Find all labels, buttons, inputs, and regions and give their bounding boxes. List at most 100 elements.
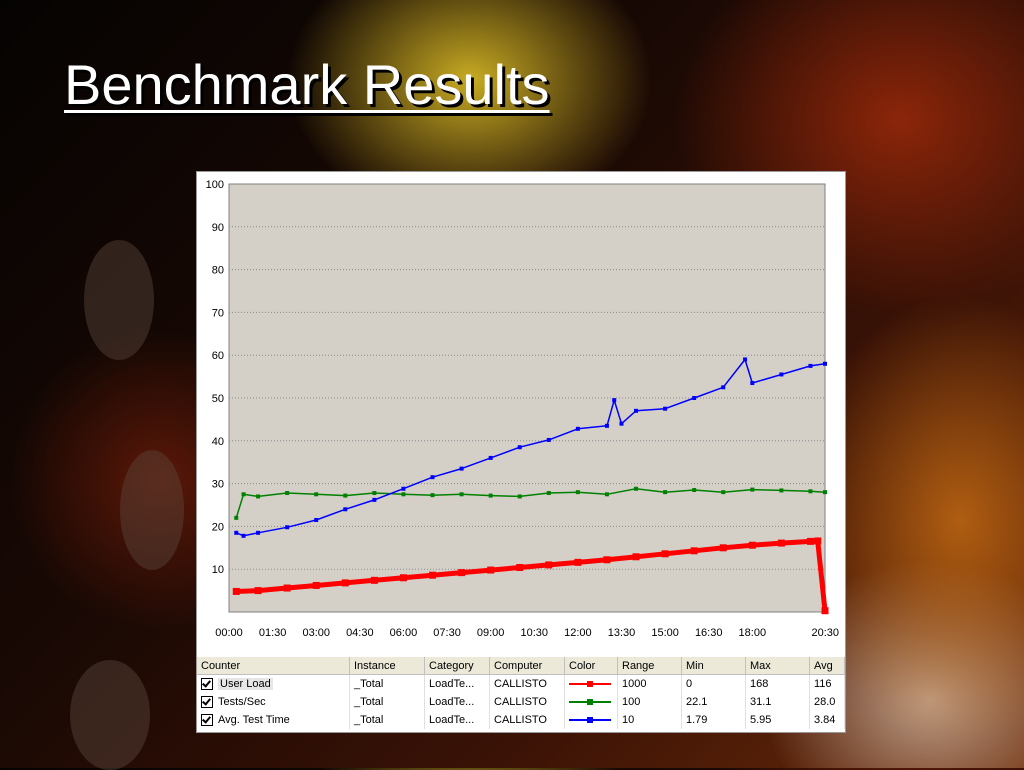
data-point [575, 490, 580, 495]
data-point [814, 537, 822, 545]
series-line [236, 358, 826, 537]
col-header-counter[interactable]: Counter [197, 657, 350, 675]
data-point [692, 396, 697, 400]
y-tick-label: 10 [212, 564, 224, 576]
data-point [634, 408, 639, 413]
col-header-avg[interactable]: Avg [809, 657, 845, 675]
counter-name: Avg. Test Time [218, 713, 290, 726]
data-point [232, 587, 240, 595]
data-point [619, 421, 624, 426]
data-point [285, 525, 290, 530]
data-point [808, 363, 813, 368]
color-swatch [569, 698, 611, 706]
data-point [574, 558, 582, 566]
data-point [488, 455, 493, 460]
line-chart: 10 20 30 40 50 60 70 80 90 100 00:00 01:30 03:00 04:… [206, 179, 839, 639]
y-tick-label: 100 [206, 179, 224, 191]
col-header-max[interactable]: Max [745, 657, 810, 675]
col-header-range[interactable]: Range [617, 657, 682, 675]
data-point [401, 486, 406, 491]
counter-cell: User Load [197, 674, 350, 693]
data-point [777, 539, 785, 547]
color-cell [564, 674, 618, 693]
max-cell: 31.1 [745, 693, 810, 711]
y-tick-label: 20 [212, 521, 224, 533]
color-swatch [569, 680, 611, 688]
range-cell: 100 [617, 693, 682, 711]
data-point [743, 357, 748, 362]
data-point [283, 584, 291, 592]
data-point [312, 581, 320, 589]
y-tick-label: 50 [212, 393, 224, 405]
checkbox[interactable] [201, 696, 213, 709]
data-point [604, 423, 609, 428]
table-row[interactable]: User Load _Total LoadTe... CALLISTO 1000… [197, 674, 845, 693]
background-shape [84, 240, 154, 360]
col-header-computer[interactable]: Computer [489, 657, 565, 675]
data-point [241, 533, 246, 538]
color-cell [564, 711, 618, 729]
computer-cell: CALLISTO [489, 693, 565, 711]
data-point [341, 579, 349, 587]
instance-cell: _Total [349, 674, 425, 693]
y-tick-label: 30 [212, 479, 224, 491]
y-tick-label: 80 [212, 265, 224, 277]
col-header-min[interactable]: Min [681, 657, 746, 675]
table-row[interactable]: Avg. Test Time _Total LoadTe... CALLISTO… [197, 711, 845, 729]
data-point [821, 607, 829, 615]
max-cell: 5.95 [745, 711, 810, 729]
data-point [314, 492, 319, 497]
data-point [604, 492, 609, 497]
y-tick-label: 70 [212, 307, 224, 319]
avg-cell: 3.84 [809, 711, 845, 729]
x-tick-label: 09:00 [477, 627, 505, 639]
color-swatch [569, 716, 611, 724]
background-shape [120, 450, 184, 570]
data-point [429, 571, 437, 579]
category-cell: LoadTe... [424, 693, 490, 711]
data-point [399, 574, 407, 582]
data-point [254, 587, 262, 595]
data-point [459, 492, 464, 497]
checkbox[interactable] [201, 714, 213, 727]
data-point [575, 426, 580, 431]
computer-cell: CALLISTO [489, 674, 565, 693]
x-tick-label: 03:00 [302, 627, 330, 639]
data-point [663, 490, 668, 495]
range-cell: 10 [617, 711, 682, 729]
data-point [806, 537, 814, 545]
min-cell: 22.1 [681, 693, 746, 711]
data-point [372, 491, 377, 496]
data-point [517, 445, 522, 450]
data-point [634, 486, 639, 491]
slide-title: Benchmark Results [64, 53, 550, 116]
data-point [234, 515, 239, 520]
table-row[interactable]: Tests/Sec _Total LoadTe... CALLISTO 100 … [197, 693, 845, 711]
data-point [779, 372, 784, 377]
data-point [690, 547, 698, 555]
data-point [488, 493, 493, 498]
data-point [430, 475, 435, 480]
data-point [458, 569, 466, 577]
checkbox[interactable] [201, 678, 213, 691]
data-point [256, 494, 261, 499]
instance-cell: _Total [349, 693, 425, 711]
x-tick-label: 04:30 [346, 627, 374, 639]
data-point [545, 561, 553, 569]
avg-cell: 116 [809, 674, 845, 693]
col-header-instance[interactable]: Instance [349, 657, 425, 675]
col-header-category[interactable]: Category [424, 657, 490, 675]
min-cell: 0 [681, 674, 746, 693]
min-cell: 1.79 [681, 711, 746, 729]
data-point [603, 556, 611, 564]
x-tick-label: 15:00 [651, 627, 679, 639]
color-cell [564, 693, 618, 711]
data-point [663, 406, 668, 411]
data-point [721, 385, 726, 390]
x-tick-label: 06:00 [390, 627, 418, 639]
category-cell: LoadTe... [424, 711, 490, 729]
col-header-color[interactable]: Color [564, 657, 618, 675]
y-tick-label: 60 [212, 350, 224, 362]
data-point [823, 361, 827, 366]
data-point [808, 489, 813, 494]
